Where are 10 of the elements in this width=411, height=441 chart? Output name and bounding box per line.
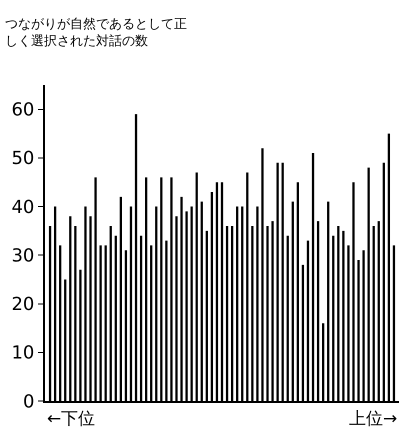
y-axis-title: つながりが自然であるとして正しく選択された対話の数 (5, 17, 187, 49)
y-tick-label: 0 (22, 391, 34, 412)
y-tick-label: 30 (11, 245, 34, 266)
y-tick-label: 40 (11, 196, 34, 218)
text: ←下位 (47, 409, 96, 429)
y-tick-label: 60 (11, 100, 34, 121)
y-tick-label: 50 (11, 148, 34, 170)
y-tick-label: 10 (11, 342, 34, 364)
text: 上位→ (349, 409, 398, 429)
y-tick-label: 20 (11, 294, 34, 316)
